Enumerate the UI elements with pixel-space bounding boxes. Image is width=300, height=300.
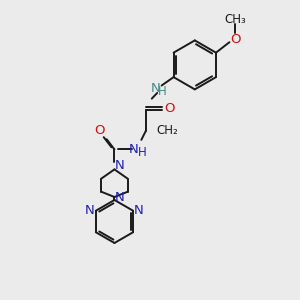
Text: O: O: [164, 102, 174, 115]
Text: N: N: [85, 204, 95, 217]
Text: N: N: [115, 190, 125, 203]
Text: CH₃: CH₃: [224, 13, 246, 26]
Text: N: N: [151, 82, 160, 95]
Text: N: N: [129, 143, 139, 156]
Text: H: H: [158, 85, 167, 98]
Text: CH₂: CH₂: [156, 124, 178, 137]
Text: O: O: [94, 124, 105, 137]
Text: N: N: [115, 159, 125, 172]
Text: O: O: [230, 33, 241, 46]
Text: H: H: [138, 146, 146, 160]
Text: N: N: [134, 204, 144, 217]
